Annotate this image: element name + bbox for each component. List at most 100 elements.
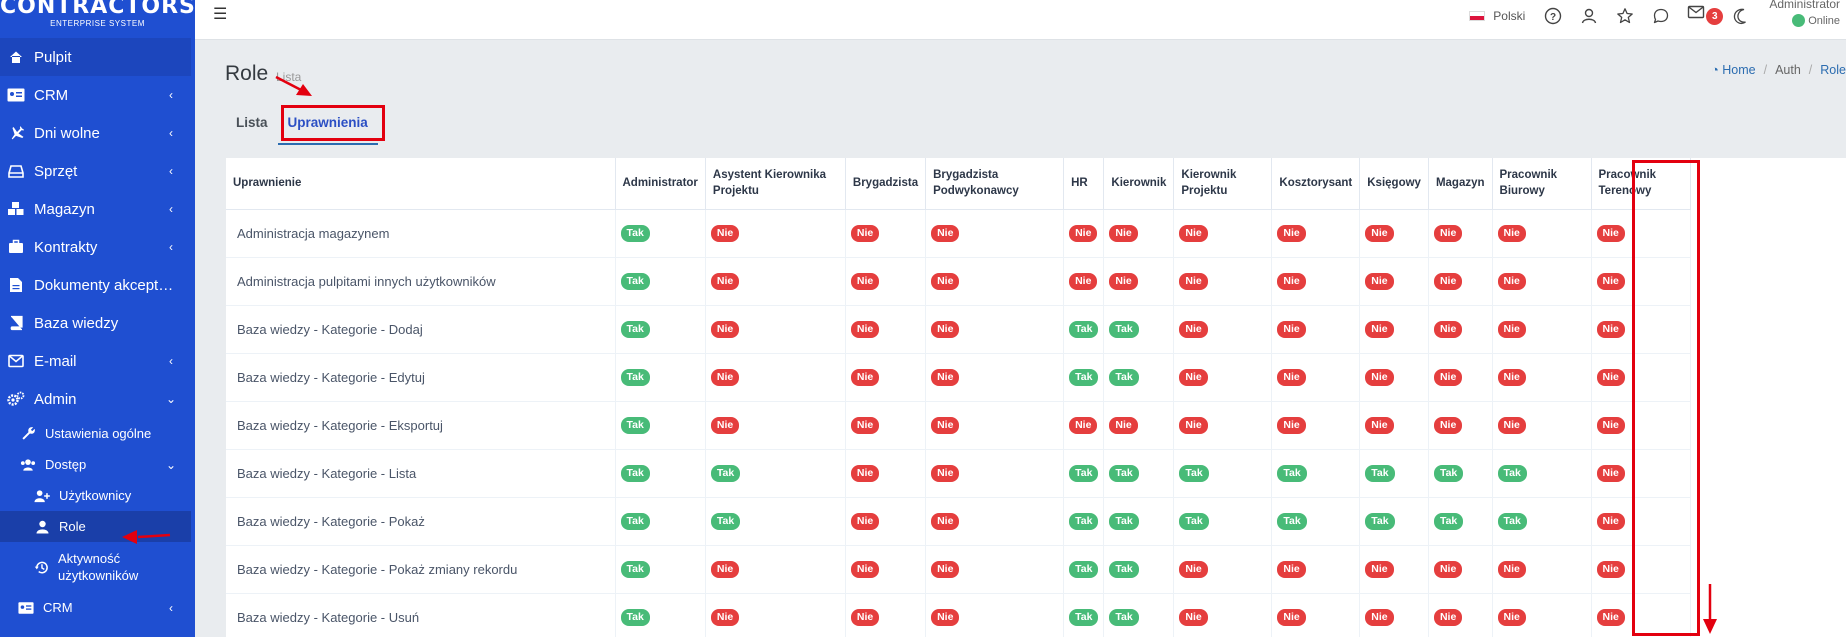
permission-toggle-badge[interactable]: Nie	[1277, 321, 1306, 338]
tab-lista[interactable]: Lista	[236, 115, 268, 130]
breadcrumb-auth[interactable]: Auth	[1775, 63, 1801, 77]
permission-toggle-badge[interactable]: Tak	[1109, 465, 1139, 482]
dark-mode-moon-icon[interactable]	[1723, 1, 1759, 31]
permission-toggle-badge[interactable]: Tak	[1109, 321, 1139, 338]
sidebar-item-dokumenty-akcept[interactable]: Dokumenty akcept…	[0, 266, 195, 304]
permission-toggle-badge[interactable]: Tak	[620, 273, 650, 290]
permission-toggle-badge[interactable]: Nie	[850, 465, 880, 482]
sidebar-item-role[interactable]: Role	[0, 511, 191, 542]
permission-toggle-badge[interactable]: Tak	[620, 609, 650, 626]
permission-toggle-badge[interactable]: Tak	[1109, 513, 1139, 530]
permission-toggle-badge[interactable]: Tak	[620, 561, 650, 578]
permission-toggle-badge[interactable]: Nie	[1277, 609, 1306, 626]
permission-toggle-badge[interactable]: Nie	[1365, 321, 1394, 338]
tab-uprawnienia[interactable]: Uprawnienia	[277, 106, 378, 145]
permission-toggle-badge[interactable]: Nie	[1596, 561, 1625, 578]
permission-toggle-badge[interactable]: Tak	[1179, 513, 1209, 530]
permission-toggle-badge[interactable]: Nie	[1277, 225, 1306, 242]
sidebar-item-ustawienia-ogolne[interactable]: Ustawienia ogólne	[0, 418, 195, 449]
column-header[interactable]: Brygadzista Podwykonawcy	[925, 158, 1065, 210]
permission-toggle-badge[interactable]: Tak	[1365, 513, 1395, 530]
permission-toggle-badge[interactable]: Nie	[850, 273, 880, 290]
permission-toggle-badge[interactable]: Nie	[1365, 417, 1394, 434]
sidebar-item-kontrakty[interactable]: Kontrakty ‹	[0, 228, 195, 266]
permission-toggle-badge[interactable]: Nie	[1596, 465, 1625, 482]
permission-toggle-badge[interactable]: Tak	[1433, 465, 1464, 482]
permission-toggle-badge[interactable]: Nie	[1179, 273, 1208, 290]
permission-toggle-badge[interactable]: Nie	[1433, 225, 1463, 242]
user-profile-icon[interactable]	[1571, 1, 1607, 31]
permission-toggle-badge[interactable]: Nie	[1596, 225, 1625, 242]
permission-toggle-badge[interactable]: Nie	[1109, 273, 1138, 290]
permission-toggle-badge[interactable]: Tak	[1277, 465, 1307, 482]
column-header[interactable]: Księgowy	[1359, 158, 1429, 210]
permission-toggle-badge[interactable]: Tak	[710, 465, 741, 482]
permission-toggle-badge[interactable]: Nie	[931, 321, 960, 338]
help-icon[interactable]: ?	[1535, 1, 1571, 31]
permission-toggle-badge[interactable]: Tak	[1277, 513, 1307, 530]
permission-toggle-badge[interactable]: Nie	[1596, 273, 1625, 290]
permission-toggle-badge[interactable]: Nie	[1497, 609, 1526, 626]
sidebar-item-crm[interactable]: CRM ‹	[0, 76, 195, 114]
permission-toggle-badge[interactable]: Nie	[1433, 417, 1463, 434]
column-header[interactable]: Kierownik Projektu	[1173, 158, 1273, 210]
permission-toggle-badge[interactable]: Nie	[931, 561, 960, 578]
sidebar-item-pulpit[interactable]: Pulpit	[0, 38, 191, 76]
permission-toggle-badge[interactable]: Nie	[710, 609, 740, 626]
permission-toggle-badge[interactable]: Nie	[931, 225, 960, 242]
mail-icon[interactable]: 3	[1679, 1, 1724, 31]
star-icon[interactable]	[1607, 1, 1643, 31]
hamburger-menu-icon[interactable]: ☰	[213, 6, 228, 23]
column-header[interactable]: Brygadzista	[845, 158, 927, 210]
permission-toggle-badge[interactable]: Nie	[710, 561, 740, 578]
column-header[interactable]: HR	[1063, 158, 1105, 210]
permission-toggle-badge[interactable]: Nie	[1365, 369, 1394, 386]
permission-toggle-badge[interactable]: Nie	[1433, 273, 1463, 290]
permission-toggle-badge[interactable]: Nie	[1069, 273, 1098, 290]
permission-toggle-badge[interactable]: Nie	[931, 465, 960, 482]
permission-toggle-badge[interactable]: Nie	[1277, 273, 1306, 290]
permission-toggle-badge[interactable]: Nie	[1179, 321, 1208, 338]
permission-toggle-badge[interactable]: Nie	[1433, 369, 1463, 386]
permission-toggle-badge[interactable]: Tak	[620, 321, 650, 338]
permission-toggle-badge[interactable]: Nie	[931, 417, 960, 434]
permission-toggle-badge[interactable]: Nie	[1179, 609, 1208, 626]
permission-toggle-badge[interactable]: Nie	[850, 513, 880, 530]
logo[interactable]: CONTRACTORS ENTERPRISE SYSTEM	[0, 0, 195, 38]
permission-toggle-badge[interactable]: Tak	[1179, 465, 1209, 482]
column-header[interactable]: Kierownik	[1103, 158, 1175, 210]
permission-toggle-badge[interactable]: Tak	[1497, 465, 1527, 482]
permission-toggle-badge[interactable]: Nie	[1497, 561, 1526, 578]
permission-toggle-badge[interactable]: Nie	[1433, 321, 1463, 338]
permission-toggle-badge[interactable]: Nie	[1365, 609, 1394, 626]
sidebar-item-sprzet[interactable]: Sprzęt ‹	[0, 152, 195, 190]
permission-toggle-badge[interactable]: Nie	[1365, 225, 1394, 242]
permission-toggle-badge[interactable]: Nie	[931, 513, 960, 530]
chat-icon[interactable]	[1643, 1, 1679, 31]
permission-toggle-badge[interactable]: Tak	[620, 417, 650, 434]
permission-toggle-badge[interactable]: Nie	[1365, 273, 1394, 290]
permission-toggle-badge[interactable]: Nie	[1179, 417, 1208, 434]
permission-toggle-badge[interactable]: Nie	[850, 321, 880, 338]
permission-toggle-badge[interactable]: Nie	[710, 321, 740, 338]
sidebar-item-baza-wiedzy[interactable]: Baza wiedzy	[0, 304, 195, 342]
column-header[interactable]: Pracownik Biurowy	[1492, 158, 1592, 210]
sidebar-item-dostep[interactable]: Dostęp ⌄	[0, 449, 195, 480]
permission-toggle-badge[interactable]: Tak	[1433, 513, 1464, 530]
permission-toggle-badge[interactable]: Nie	[1596, 321, 1625, 338]
permission-toggle-badge[interactable]: Nie	[1179, 225, 1208, 242]
permission-toggle-badge[interactable]: Nie	[1497, 417, 1526, 434]
permission-toggle-badge[interactable]: Nie	[1433, 561, 1463, 578]
permission-toggle-badge[interactable]: Nie	[710, 417, 740, 434]
column-header[interactable]: Magazyn	[1428, 158, 1493, 210]
permission-toggle-badge[interactable]: Nie	[1109, 417, 1138, 434]
permission-toggle-badge[interactable]: Nie	[850, 225, 880, 242]
permission-toggle-badge[interactable]: Nie	[710, 225, 740, 242]
sidebar-item-crm-bottom[interactable]: CRM ‹	[0, 592, 195, 623]
permission-toggle-badge[interactable]: Tak	[1069, 609, 1099, 626]
permission-toggle-badge[interactable]: Nie	[850, 417, 880, 434]
permission-toggle-badge[interactable]: Tak	[620, 225, 650, 242]
permission-toggle-badge[interactable]: Nie	[931, 369, 960, 386]
permission-toggle-badge[interactable]: Tak	[1109, 561, 1139, 578]
permission-toggle-badge[interactable]: Tak	[620, 513, 650, 530]
